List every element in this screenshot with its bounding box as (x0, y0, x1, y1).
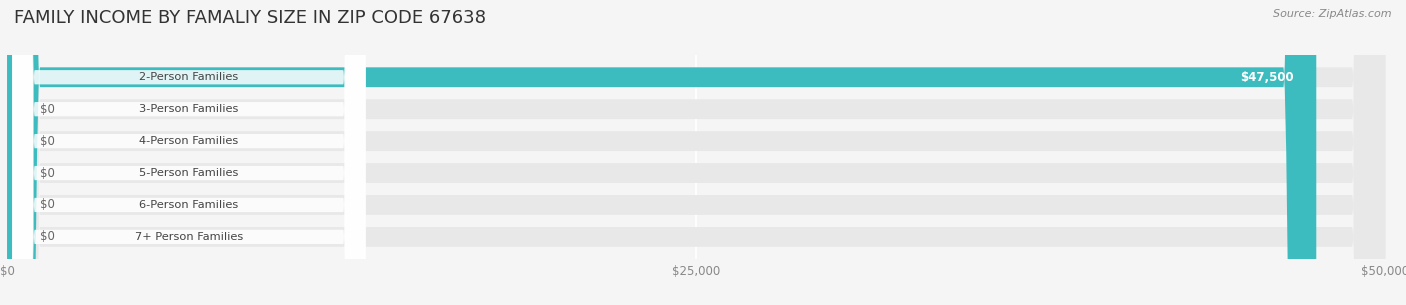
Text: 7+ Person Families: 7+ Person Families (135, 232, 243, 242)
Text: $47,500: $47,500 (1240, 71, 1295, 84)
FancyBboxPatch shape (7, 0, 1385, 305)
FancyBboxPatch shape (13, 0, 366, 305)
FancyBboxPatch shape (7, 0, 1385, 305)
FancyBboxPatch shape (13, 0, 366, 305)
Text: $0: $0 (41, 230, 55, 243)
FancyBboxPatch shape (7, 0, 1385, 305)
Text: Source: ZipAtlas.com: Source: ZipAtlas.com (1274, 9, 1392, 19)
FancyBboxPatch shape (13, 0, 366, 305)
FancyBboxPatch shape (7, 0, 1385, 305)
FancyBboxPatch shape (7, 0, 1385, 305)
Text: 2-Person Families: 2-Person Families (139, 72, 239, 82)
Text: $0: $0 (41, 199, 55, 211)
FancyBboxPatch shape (13, 0, 366, 305)
Text: 3-Person Families: 3-Person Families (139, 104, 239, 114)
FancyBboxPatch shape (7, 0, 1316, 305)
FancyBboxPatch shape (13, 0, 366, 305)
Text: $0: $0 (41, 103, 55, 116)
Text: FAMILY INCOME BY FAMALIY SIZE IN ZIP CODE 67638: FAMILY INCOME BY FAMALIY SIZE IN ZIP COD… (14, 9, 486, 27)
Text: $0: $0 (41, 135, 55, 148)
Text: 4-Person Families: 4-Person Families (139, 136, 239, 146)
FancyBboxPatch shape (7, 0, 1385, 305)
Text: 6-Person Families: 6-Person Families (139, 200, 239, 210)
Text: $0: $0 (41, 167, 55, 180)
FancyBboxPatch shape (13, 0, 366, 305)
Text: 5-Person Families: 5-Person Families (139, 168, 239, 178)
